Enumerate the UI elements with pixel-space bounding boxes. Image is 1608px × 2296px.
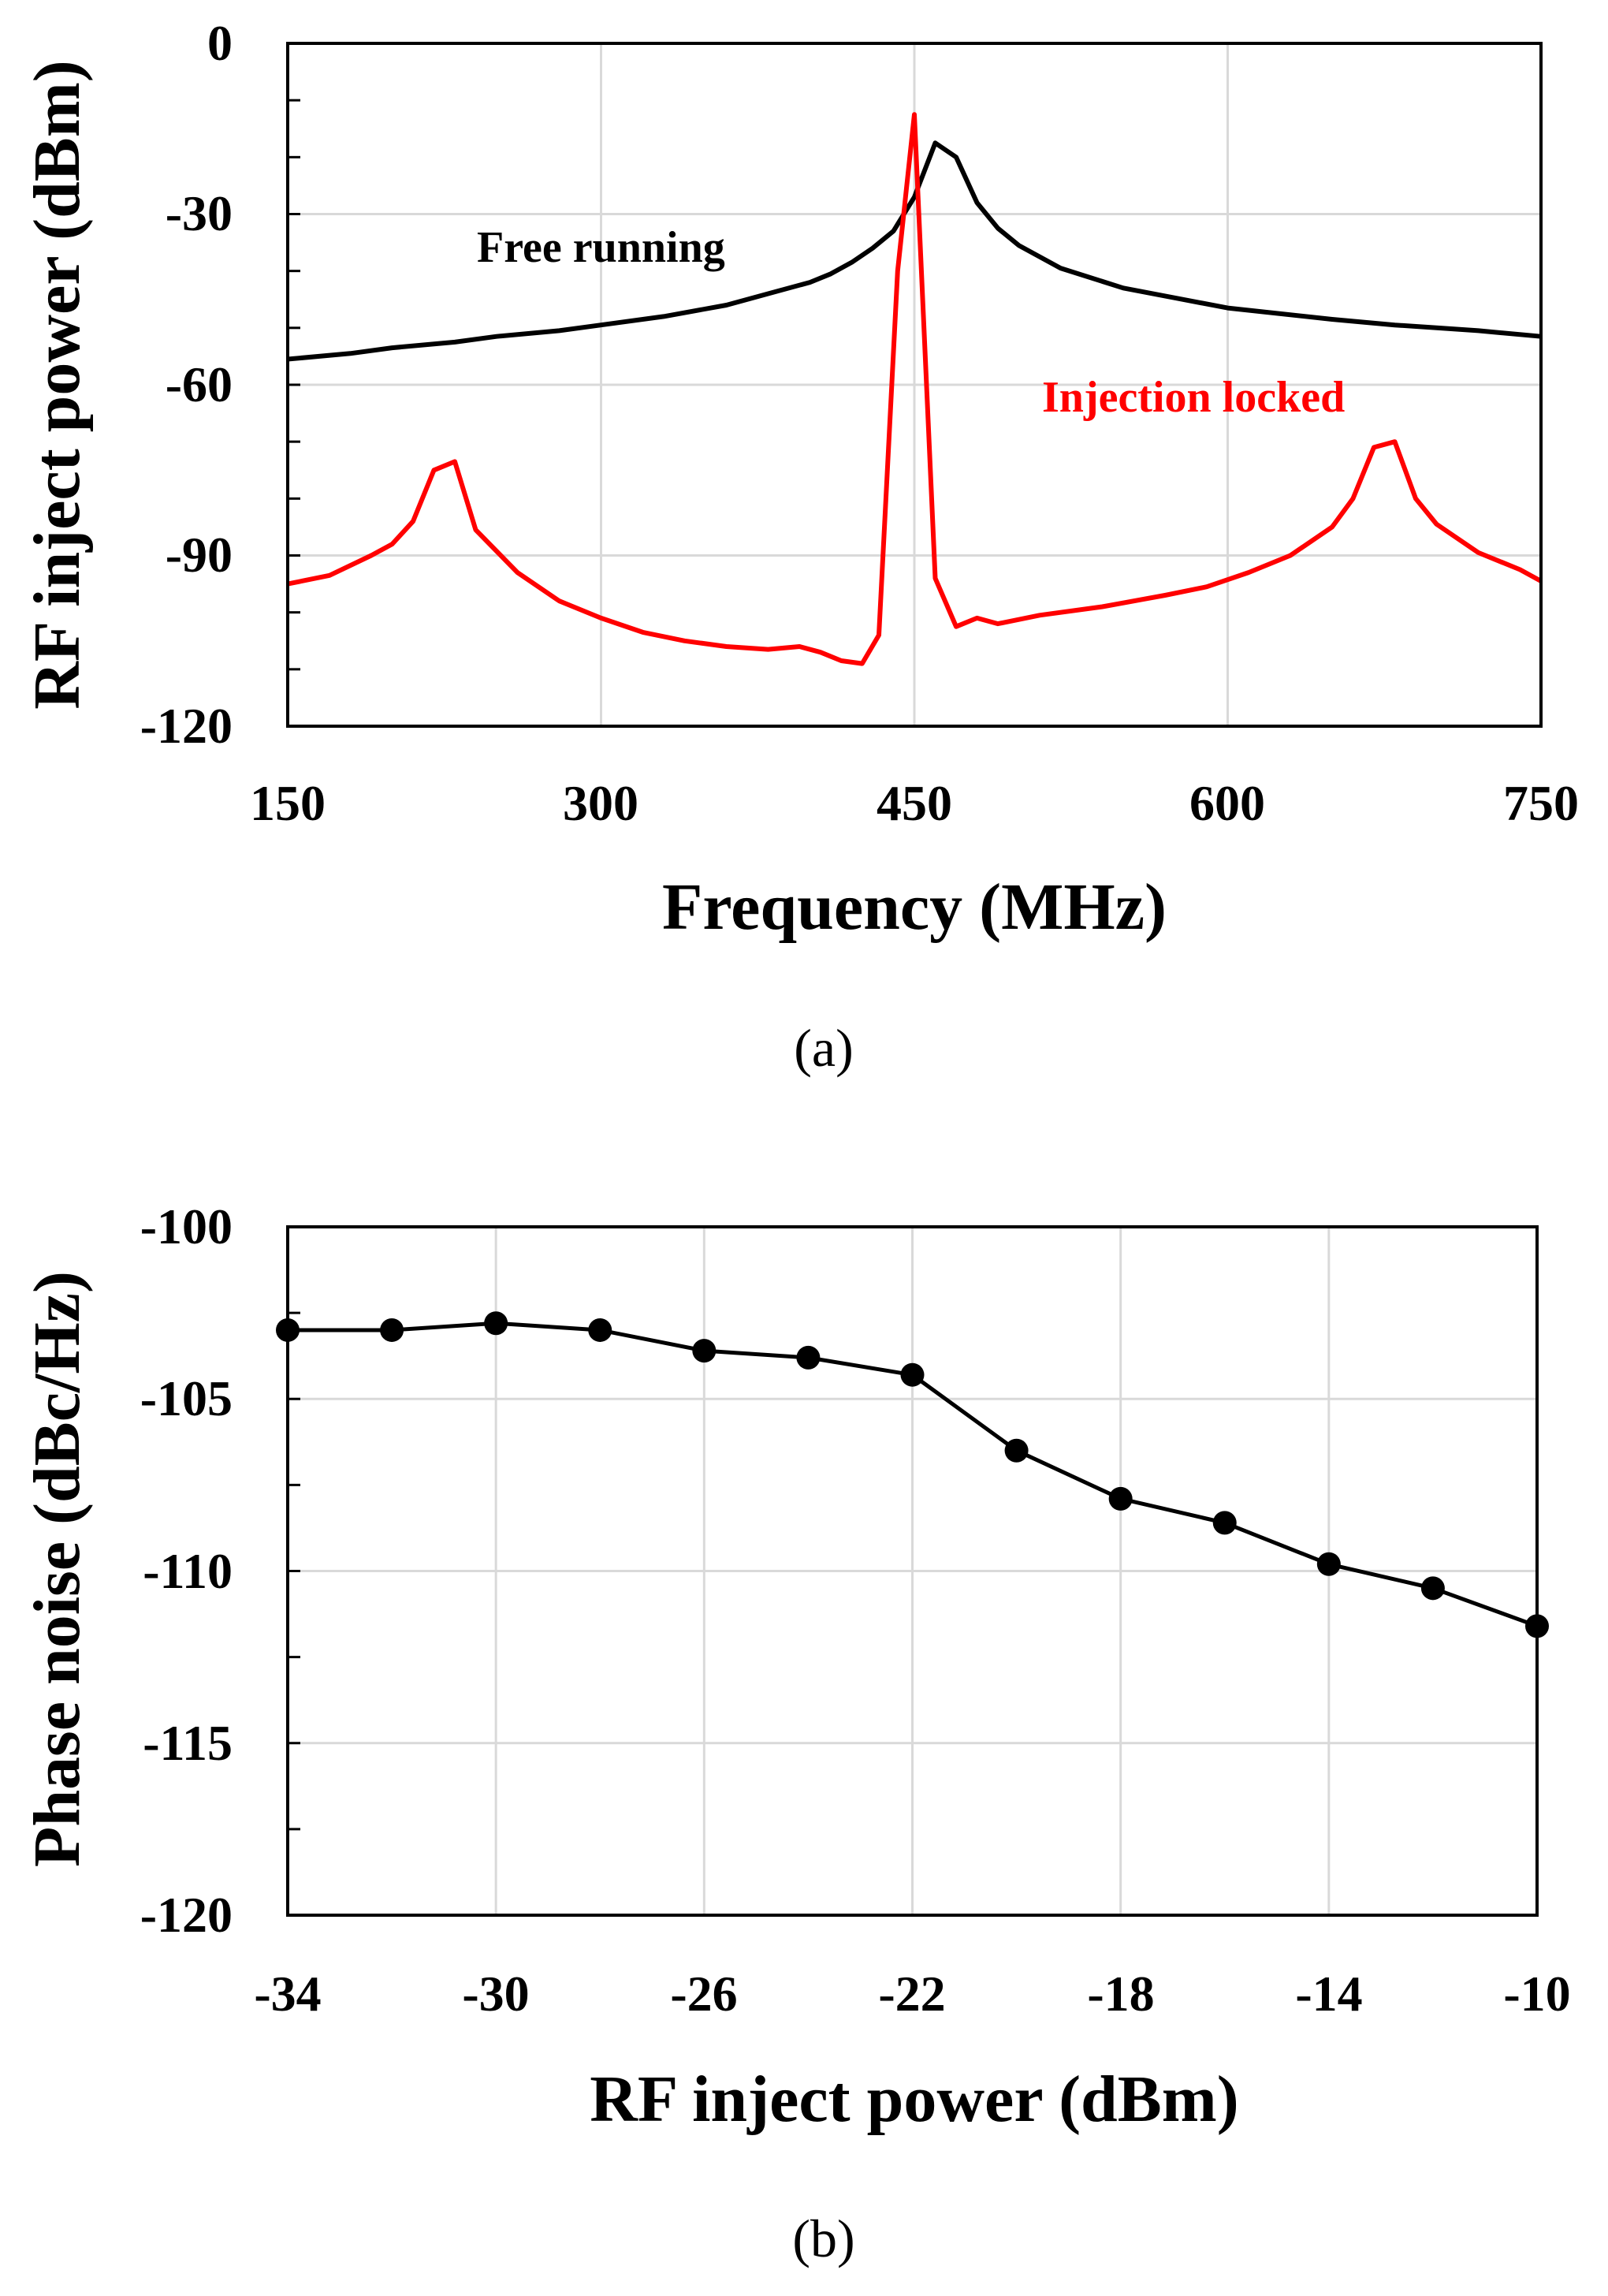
panel-a-ytick-label: -90 [166,527,233,583]
phase-noise-data-point [900,1362,925,1387]
phase-noise-data-point [692,1339,717,1363]
panel-a-minor-ticks [288,42,300,728]
panel-a-ytick-label: -30 [166,185,233,241]
panel-b-plot-frame [286,1225,1539,1917]
panel-a-series-line-injection-locked [287,112,1543,666]
panel-b-ytick-label: -120 [140,1887,233,1943]
panel-b-gridlines [288,1227,1537,1915]
injection-locked-label: Injection locked [1042,373,1345,422]
panel-b-xtick-label: -34 [254,1966,321,2022]
panel-b-caption: (b) [792,2208,854,2268]
phase-noise-data-point [796,1345,821,1370]
panel-b-yaxis-title: Phase noise (dBc/Hz) [20,1271,94,1867]
panel-a-xtick-label: 150 [250,775,326,831]
panel-b: -100 -105 -110 -115 -120 -34 -30 -26 -22… [20,1198,1571,2268]
panel-a-yaxis-title: RF inject power (dBm) [20,60,94,710]
panel-b-ytick-label: -100 [140,1198,233,1254]
panel-b-xtick-label: -14 [1295,1966,1362,2022]
phase-noise-data-point [1004,1438,1029,1463]
panel-a-series-line-free-running [287,140,1542,362]
phase-noise-data-point [1212,1511,1237,1535]
panel-a-xtick-label: 750 [1503,775,1579,831]
panel-b-ytick-label: -115 [143,1715,233,1771]
panel-b-ytick-label: -110 [143,1543,233,1599]
panel-b-xaxis-title: RF inject power (dBm) [590,2063,1239,2136]
phase-noise-data-point [484,1311,508,1336]
panel-b-ytick-label: -105 [140,1370,233,1426]
panel-b-series [276,1311,1549,1638]
phase-noise-data-point [1108,1486,1133,1511]
panel-a-ytick-label: 0 [207,15,233,71]
phase-noise-data-point [1420,1576,1445,1601]
free-running-label: Free running [477,223,725,272]
panel-b-xtick-label: -26 [670,1966,737,2022]
panel-a: 0 -30 -60 -90 -120 150 300 450 600 750 F… [20,15,1579,1078]
panel-b-xtick-label: -18 [1087,1966,1154,2022]
panel-b-xtick-label: -22 [878,1966,945,2022]
panel-a-series [287,112,1543,666]
panel-b-xtick-label: -10 [1503,1966,1570,2022]
panel-a-plot-frame [286,42,1543,728]
panel-a-caption: (a) [794,1018,853,1078]
panel-a-xaxis-title: Frequency (MHz) [662,870,1167,944]
panel-a-xtick-label: 300 [563,775,638,831]
panel-a-ytick-label: -120 [140,698,233,754]
panel-a-xtick-label: 600 [1189,775,1265,831]
phase-noise-data-point [380,1318,404,1342]
phase-noise-data-point [1316,1552,1341,1576]
panel-a-xtick-label: 450 [877,775,952,831]
panel-b-xtick-label: -30 [462,1966,529,2022]
panel-a-ytick-label: -60 [166,356,233,412]
phase-noise-data-point [588,1318,612,1342]
